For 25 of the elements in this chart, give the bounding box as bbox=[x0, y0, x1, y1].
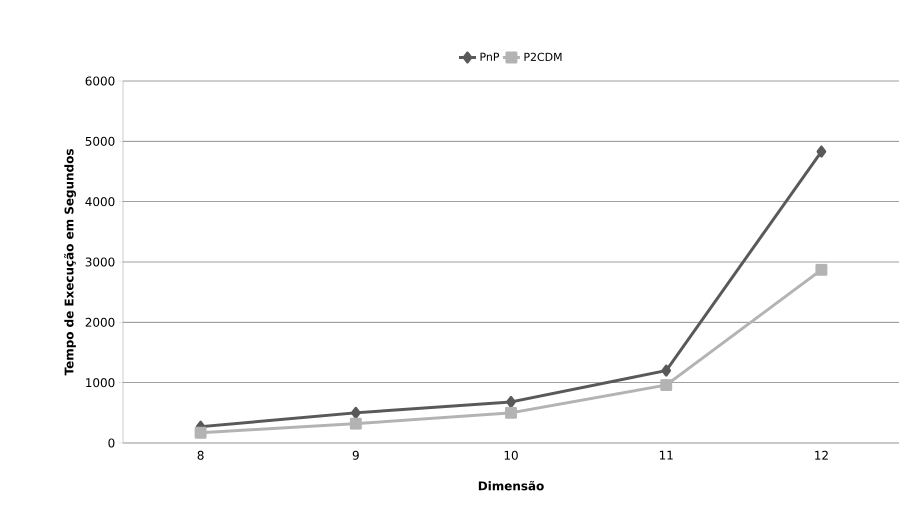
point bbox=[350, 406, 361, 419]
y-tick-label: 2000 bbox=[86, 318, 114, 327]
x-tick-label: 8 bbox=[198, 450, 204, 460]
x-tick-label: 11 bbox=[660, 450, 673, 460]
y-tick-label: 6000 bbox=[86, 76, 114, 86]
x-tick-label: 9 bbox=[352, 450, 359, 460]
legend-label: PnP bbox=[480, 52, 500, 61]
point bbox=[661, 364, 672, 377]
x-axis-title: Dimensão bbox=[478, 480, 544, 490]
y-tick-label: 4000 bbox=[85, 197, 114, 206]
x-tick-label: 12 bbox=[815, 450, 828, 460]
point bbox=[505, 406, 517, 419]
point bbox=[816, 146, 826, 158]
legend-label: P2CDM bbox=[524, 52, 562, 61]
y-tick-label: 0 bbox=[108, 438, 114, 448]
y-tick-label: 1000 bbox=[86, 378, 114, 388]
point bbox=[194, 426, 207, 439]
point bbox=[815, 264, 828, 276]
y-tick-label: 3000 bbox=[86, 257, 114, 267]
x-tick-label: 10 bbox=[504, 450, 518, 460]
y-tick-label: 5000 bbox=[86, 136, 114, 146]
point bbox=[660, 379, 672, 392]
point bbox=[506, 396, 516, 408]
point bbox=[350, 418, 362, 430]
y-axis-title: Tempo de Execução em Segundos bbox=[64, 149, 76, 376]
